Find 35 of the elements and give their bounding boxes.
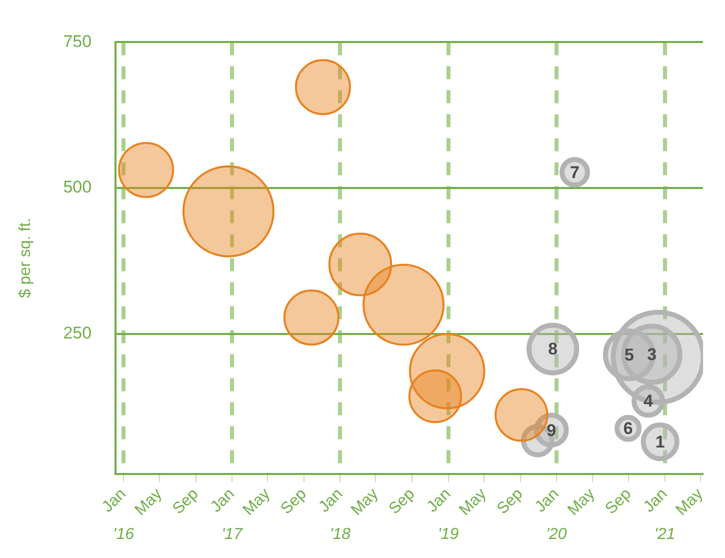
x2-tick-label: '19 (438, 526, 459, 543)
x-tick-label: May (240, 486, 274, 519)
y-tick-label: 750 (63, 32, 92, 51)
y-tick-label: 250 (63, 324, 92, 343)
x-tick-label: Sep (602, 485, 635, 518)
x2-tick-label: '21 (654, 526, 676, 543)
x2-tick-label: '17 (222, 526, 244, 543)
annotation: 5 (624, 346, 634, 365)
x-tick-label: Jan (99, 486, 130, 516)
annotation: 6 (623, 419, 633, 438)
x-tick-label: May (564, 486, 598, 519)
x2-tick-label: '16 (113, 526, 134, 543)
annotation: 1 (655, 432, 665, 452)
x-tick-label: Sep (386, 485, 418, 518)
x-tick-label: Jan (424, 486, 454, 516)
x-tick-label: Jan (208, 486, 238, 516)
annotation: 8 (548, 340, 558, 359)
annotation: 4 (644, 392, 654, 411)
annotation: 3 (647, 344, 657, 364)
annotation: 9 (546, 420, 556, 440)
x2-tick-label: '18 (330, 526, 351, 543)
x-tick-label: May (672, 486, 706, 519)
x-tick-label: Sep (170, 485, 202, 518)
x-tick-label: Sep (494, 485, 526, 518)
x-tick-label: Jan (640, 486, 671, 516)
x2-tick-label: '20 (546, 526, 567, 543)
annotation: 7 (570, 162, 580, 182)
x-tick-label: Jan (532, 486, 562, 516)
y-tick-label: 500 (63, 178, 92, 197)
x-tick-label: Sep (278, 485, 310, 518)
y-axis-title: $ per sq. ft. (17, 218, 34, 298)
x-tick-label: May (456, 486, 490, 519)
x-tick-label: May (348, 486, 382, 519)
x-tick-label: Jan (316, 486, 346, 516)
x-tick-label: May (132, 486, 166, 519)
